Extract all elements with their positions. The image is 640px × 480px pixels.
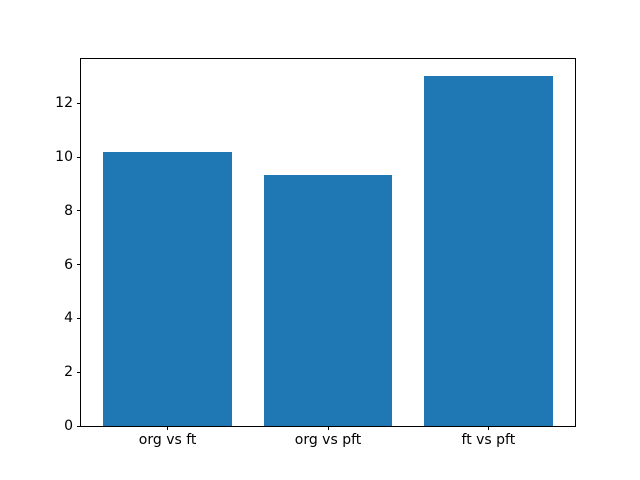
y-tick-label: 8 (64, 202, 73, 219)
y-tick-mark (77, 317, 81, 319)
y-tick-label: 4 (64, 310, 73, 327)
plot-area: org vs ft org vs pft ft vs pft 0 2 4 6 8 10 12 (55, 58, 576, 447)
x-tick-mark (167, 426, 169, 430)
y-tick-mark (77, 371, 81, 373)
bar-org-vs-ft (103, 151, 232, 426)
y-tick-label: 6 (64, 256, 73, 273)
y-tick-label: 12 (55, 95, 73, 112)
x-tick-label: org vs pft (294, 432, 362, 448)
x-tick-mark (487, 426, 489, 430)
y-tick-label: 0 (64, 418, 73, 434)
bar-org-vs-pft (263, 174, 393, 426)
x-tick-label: org vs ft (138, 432, 197, 448)
y-tick-mark (77, 156, 81, 158)
x-tick-label: ft vs pft (461, 432, 516, 448)
y-tick-label: 10 (55, 149, 73, 166)
y-tick-mark (77, 264, 81, 266)
bar-ft-vs-pft (424, 76, 553, 426)
y-tick-mark (77, 102, 81, 104)
y-tick-mark (77, 425, 81, 427)
x-tick-mark (327, 426, 329, 430)
y-tick-mark (77, 210, 81, 212)
y-tick-label: 2 (64, 364, 73, 381)
